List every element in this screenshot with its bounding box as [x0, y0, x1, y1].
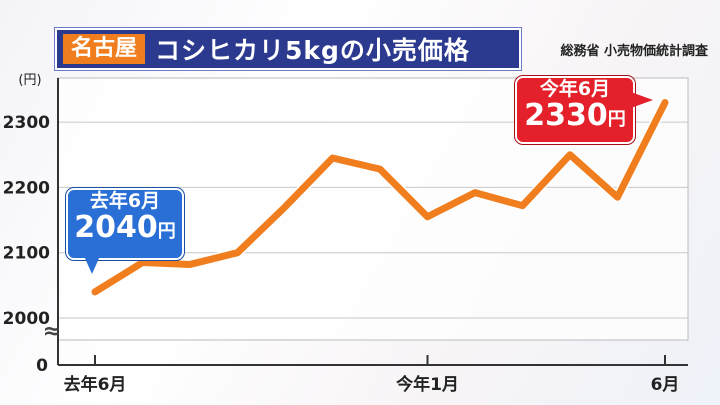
data-point — [473, 191, 477, 195]
y-axis-break-mark: ≈ — [43, 319, 61, 344]
start-callout-value: 2040 — [74, 210, 158, 245]
start-value-callout: 去年6月 2040円 — [66, 188, 184, 260]
start-callout-unit: 円 — [157, 221, 176, 242]
data-point — [93, 290, 97, 294]
y-tick-label: 0 — [36, 356, 48, 376]
end-callout-label: 今年6月 — [539, 78, 611, 100]
source-label: 総務省 小売物価統計調査 — [560, 44, 708, 59]
y-tick-label: 2200 — [3, 178, 50, 198]
data-point — [568, 153, 572, 157]
title-main-text: コシヒカリ5kgの小売価格 — [155, 36, 470, 65]
start-callout-pointer — [84, 256, 100, 274]
data-point — [521, 204, 524, 208]
data-point — [378, 167, 382, 171]
data-point — [663, 101, 667, 105]
title-city-label: 名古屋 — [63, 34, 146, 64]
end-value-callout: 今年6月 2330円 — [515, 76, 635, 144]
end-callout-value: 2330 — [524, 98, 608, 133]
end-callout-pointer — [631, 92, 653, 108]
x-tick-label: 今年1月 — [396, 374, 459, 395]
x-tick-label: 6月 — [651, 375, 680, 395]
data-point — [331, 156, 334, 160]
data-point — [236, 251, 239, 255]
data-point — [188, 262, 192, 266]
data-point — [426, 215, 429, 219]
y-axis-unit-label: (円) — [18, 73, 41, 88]
end-callout-unit: 円 — [607, 109, 626, 130]
start-callout-label: 去年6月 — [89, 190, 161, 212]
data-point — [616, 195, 619, 199]
y-tick-label: 2300 — [3, 113, 50, 133]
y-tick-label: 2100 — [3, 244, 50, 264]
data-point — [141, 260, 144, 264]
y-tick-label: 2000 — [3, 309, 50, 329]
x-tick-label: 去年6月 — [64, 374, 127, 395]
chart-title: 名古屋 コシヒカリ5kgの小売価格 — [55, 28, 521, 70]
data-point — [283, 205, 287, 209]
